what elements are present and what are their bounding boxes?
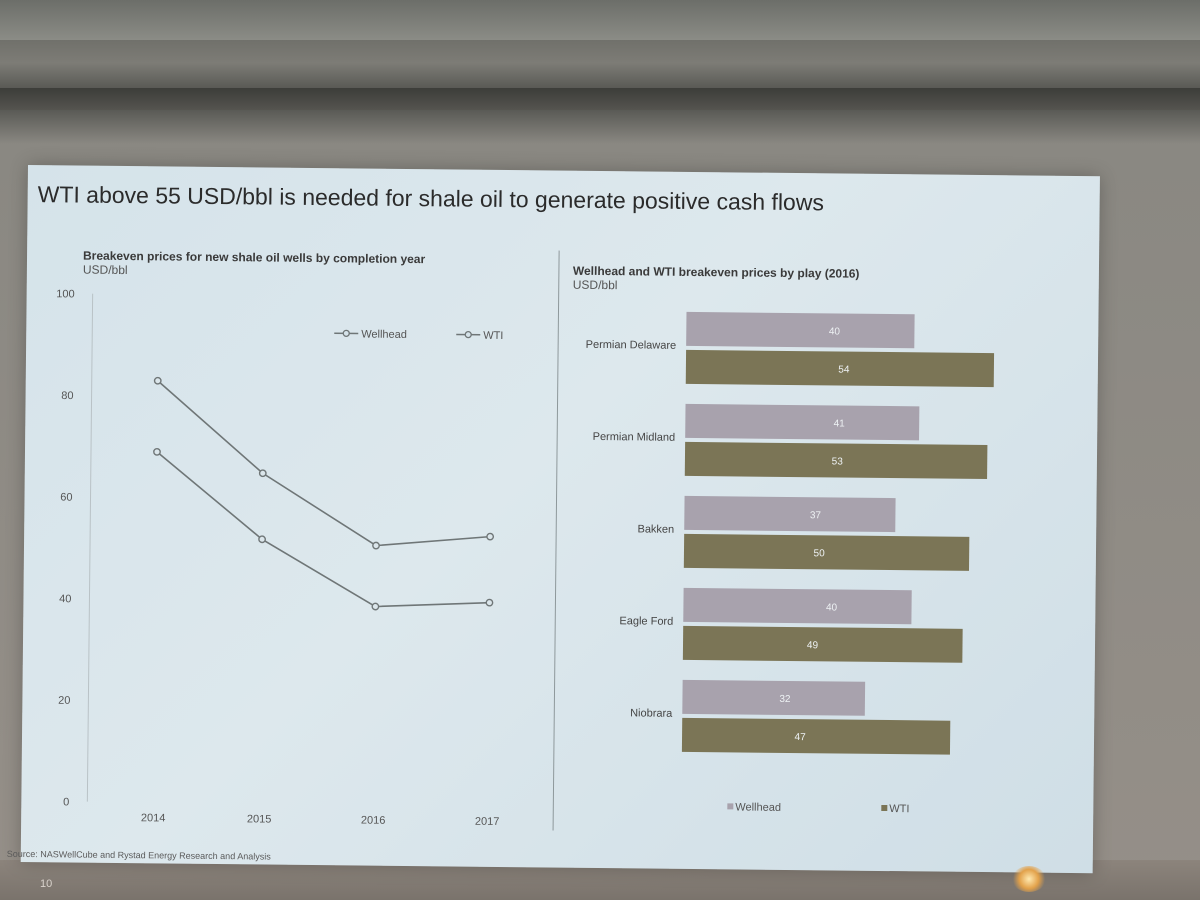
bar-wti	[681, 717, 951, 755]
ceiling	[0, 0, 1200, 40]
bar-wellhead	[684, 495, 896, 533]
y-tick-label: 0	[63, 796, 69, 808]
y-tick-label: 80	[61, 390, 73, 402]
screen-housing	[0, 88, 1200, 110]
bar-value-label: 53	[832, 456, 844, 467]
bar-value-label: 40	[829, 326, 841, 337]
bar-wti	[682, 625, 963, 663]
bar-wti	[685, 349, 995, 388]
y-tick-label: 60	[60, 492, 72, 504]
bar-value-label: 54	[838, 364, 850, 375]
line-chart-y-ticks: 0 20 40 60 80 100	[56, 288, 74, 808]
x-tick-label: 2016	[361, 815, 386, 827]
legend-wti-label: WTI	[483, 330, 503, 342]
legend-wellhead-label: Wellhead	[361, 328, 407, 340]
legend-wellhead-marker	[342, 329, 350, 337]
data-point-wti	[372, 541, 380, 550]
bar-value-label: 40	[826, 602, 838, 613]
bar-value-label: 41	[834, 418, 846, 429]
bar-value-label: 37	[810, 510, 822, 521]
bar-wellhead	[682, 679, 866, 716]
bar-wellhead	[686, 311, 915, 349]
legend-wti-marker	[464, 330, 472, 339]
bar-wti	[683, 533, 970, 571]
line-chart-x-ticks: 2014 2015 2016 2017	[141, 812, 500, 828]
line-chart: Breakeven prices for new shale oil wells…	[56, 249, 503, 828]
line-chart-y-axis	[86, 293, 94, 802]
bar-legend-wellhead-label: Wellhead	[735, 801, 781, 813]
category-label: Eagle Ford	[619, 615, 673, 628]
data-point-wellhead	[258, 535, 266, 544]
bar-chart-unit: USD/bbl	[573, 278, 618, 292]
bar-wti	[684, 441, 988, 480]
bar-wellhead	[685, 403, 920, 441]
data-point-wti	[258, 469, 267, 478]
line-chart-title: Breakeven prices for new shale oil wells…	[83, 249, 426, 267]
category-label: Bakken	[637, 523, 674, 535]
bar-value-label: 50	[814, 548, 826, 559]
legend-wti-box	[881, 804, 888, 812]
charts-canvas: Breakeven prices for new shale oil wells…	[56, 249, 995, 831]
bar-chart-title: Wellhead and WTI breakeven prices by pla…	[573, 264, 860, 281]
chart-divider	[552, 250, 560, 831]
data-point-wellhead	[371, 602, 380, 611]
x-tick-label: 2014	[141, 812, 166, 824]
light-reflection	[1012, 866, 1046, 892]
data-point-wellhead	[485, 598, 494, 607]
projected-slide: WTI above 55 USD/bbl is needed for shale…	[7, 165, 1100, 874]
bar-chart: Wellhead and WTI breakeven prices by pla…	[573, 264, 995, 815]
y-tick-label: 20	[58, 695, 70, 707]
bar-chart-legend: Wellhead WTI	[727, 801, 910, 815]
category-label: Permian Midland	[593, 431, 676, 444]
line-chart-unit: USD/bbl	[83, 263, 128, 277]
data-point-wellhead	[153, 447, 161, 456]
bar-chart-bars: Permian Delaware 40 54 Permian Midland 41 53 B…	[586, 311, 995, 755]
bar-value-label: 49	[807, 640, 819, 651]
data-point-wti	[486, 532, 495, 541]
category-label: Permian Delaware	[586, 339, 677, 352]
bar-wellhead	[683, 587, 912, 625]
series-line-wellhead	[156, 451, 490, 608]
y-tick-label: 100	[56, 288, 74, 300]
legend-wellhead-box	[727, 803, 734, 810]
line-chart-series	[153, 376, 495, 611]
line-chart-legend: Wellhead WTI	[334, 328, 503, 342]
page-number: 10	[40, 878, 53, 890]
x-tick-label: 2017	[475, 816, 500, 828]
bar-legend-wti-label: WTI	[889, 803, 909, 815]
bar-value-label: 47	[795, 732, 807, 743]
x-tick-label: 2015	[247, 813, 272, 825]
series-line-wti	[157, 380, 491, 547]
category-label: Niobrara	[630, 707, 673, 719]
data-point-wti	[153, 376, 162, 385]
bar-value-label: 32	[779, 694, 791, 705]
y-tick-label: 40	[59, 593, 71, 605]
